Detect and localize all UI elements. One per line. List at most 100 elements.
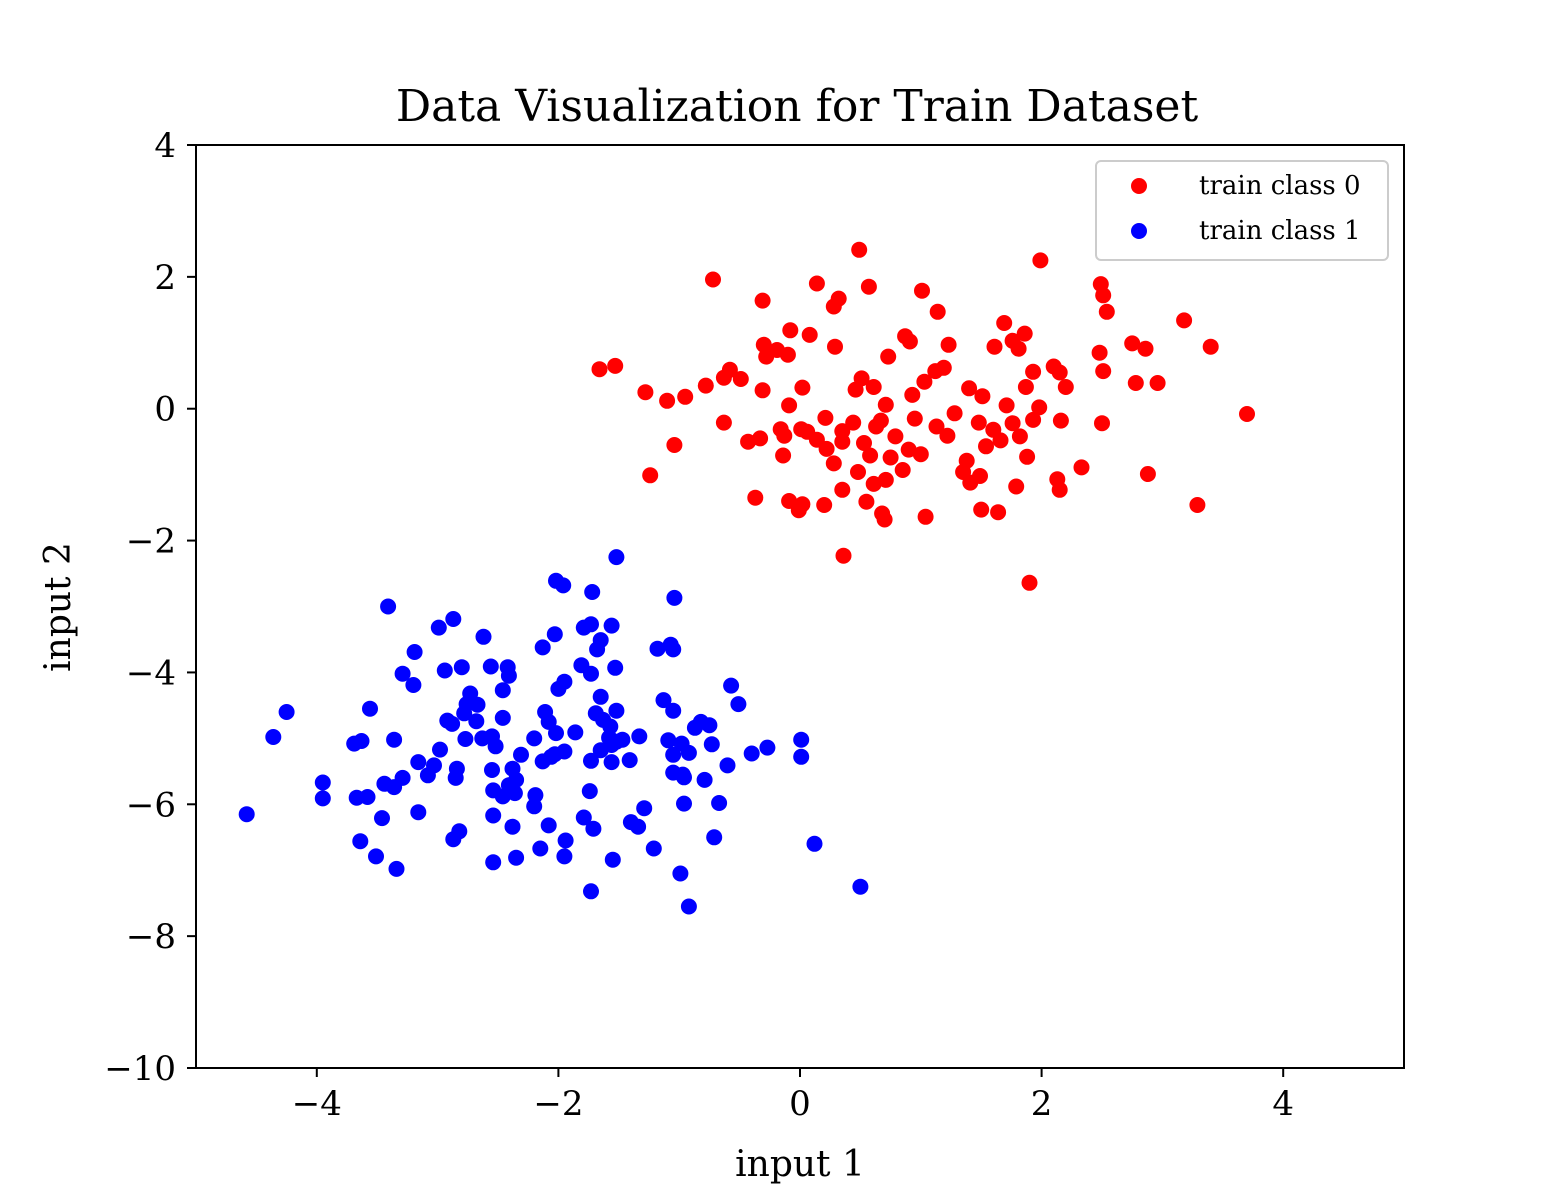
data-point-class-0 [972, 468, 988, 484]
legend-marker-class-0 [1131, 178, 1147, 194]
data-point-class-1 [500, 667, 517, 684]
data-point-class-1 [526, 730, 543, 747]
data-point-class-0 [1049, 471, 1066, 488]
x-tick-label: 0 [789, 1084, 811, 1124]
data-point-class-1 [567, 724, 584, 741]
data-point-class-1 [703, 736, 720, 753]
data-point-class-0 [1091, 344, 1108, 361]
legend: train class 0 train class 1 [1095, 160, 1389, 261]
data-point-class-1 [504, 818, 521, 835]
data-point-class-1 [534, 639, 551, 656]
data-point-class-0 [1057, 379, 1074, 395]
y-tick-label: 4 [154, 126, 176, 166]
data-point-class-1 [583, 665, 599, 682]
data-point-class-1 [447, 769, 464, 786]
data-point-class-0 [801, 326, 818, 343]
data-point-class-1 [603, 617, 620, 634]
data-point-class-0 [818, 440, 835, 457]
data-point-class-0 [1137, 340, 1154, 357]
data-point-class-0 [856, 435, 872, 451]
data-point-class-0 [880, 348, 897, 365]
data-point-class-0 [747, 489, 764, 506]
data-point-class-0 [1095, 363, 1112, 380]
data-point-class-1 [649, 640, 666, 657]
data-point-class-1 [359, 789, 376, 805]
data-point-class-0 [940, 336, 957, 353]
data-point-class-0 [1052, 412, 1069, 429]
data-point-class-1 [584, 584, 601, 600]
data-point-class-0 [894, 462, 911, 478]
data-point-class-1 [701, 717, 718, 734]
data-point-class-0 [986, 338, 1003, 355]
data-point-class-1 [556, 743, 573, 760]
data-point-class-1 [362, 700, 378, 717]
data-point-class-0 [906, 410, 923, 427]
data-point-class-1 [604, 851, 621, 868]
data-point-class-0 [917, 508, 934, 525]
data-point-class-0 [1016, 325, 1033, 342]
data-point-class-0 [1124, 335, 1141, 352]
data-point-class-0 [887, 428, 904, 445]
data-point-class-0 [1095, 287, 1112, 304]
data-point-class-0 [794, 496, 811, 513]
data-point-class-1 [410, 804, 427, 821]
data-point-class-1 [484, 762, 500, 778]
data-point-class-1 [575, 619, 592, 636]
data-point-class-1 [603, 754, 620, 771]
data-point-class-0 [1025, 411, 1042, 428]
data-point-class-0 [929, 303, 946, 320]
data-point-class-1 [532, 840, 549, 857]
data-point-class-0 [816, 497, 833, 513]
x-tick-label: 4 [1272, 1084, 1294, 1124]
data-point-class-1 [487, 738, 504, 755]
data-point-class-0 [705, 271, 721, 288]
data-point-class-0 [591, 361, 608, 378]
data-point-class-1 [723, 677, 740, 694]
data-point-class-0 [752, 430, 769, 447]
data-point-class-0 [900, 441, 917, 458]
data-point-class-1 [660, 732, 677, 749]
data-point-class-1 [630, 818, 647, 835]
data-point-class-1 [457, 731, 474, 747]
data-point-class-0 [961, 380, 978, 397]
data-point-class-1 [278, 704, 295, 720]
data-point-class-0 [775, 447, 792, 464]
data-point-class-0 [974, 388, 991, 405]
data-point-class-1 [665, 746, 682, 763]
data-point-class-1 [374, 810, 390, 827]
data-point-class-1 [388, 860, 405, 877]
data-point-class-1 [636, 800, 653, 817]
x-axis-label: input 1 [735, 1144, 865, 1185]
data-point-class-1 [444, 715, 461, 732]
data-point-class-1 [508, 849, 525, 866]
data-point-class-1 [589, 641, 606, 658]
data-point-class-1 [436, 662, 453, 679]
data-point-class-1 [555, 577, 572, 594]
data-point-class-1 [526, 798, 543, 815]
x-tick-label: 2 [1031, 1084, 1053, 1124]
data-point-class-1 [607, 659, 624, 676]
data-point-class-0 [1094, 415, 1110, 432]
data-point-class-1 [546, 626, 563, 643]
data-point-class-0 [754, 382, 771, 399]
data-point-class-0 [1019, 448, 1036, 465]
data-point-class-0 [659, 392, 676, 409]
data-point-class-0 [904, 386, 921, 403]
data-point-class-0 [834, 481, 851, 498]
data-point-class-0 [850, 464, 866, 480]
data-point-class-0 [835, 547, 852, 564]
data-point-class-1 [666, 589, 683, 606]
data-point-class-1 [676, 795, 692, 812]
data-point-class-0 [1021, 574, 1038, 591]
data-point-class-1 [585, 820, 602, 837]
data-point-class-1 [672, 865, 689, 882]
data-point-class-1 [676, 769, 692, 786]
data-point-class-0 [876, 511, 893, 528]
data-point-class-0 [851, 241, 868, 258]
data-point-class-1 [406, 644, 423, 660]
x-tick-label: −2 [533, 1084, 583, 1124]
y-tick-label: 2 [154, 258, 176, 298]
data-point-class-0 [978, 438, 994, 455]
data-point-class-1 [645, 840, 662, 857]
data-point-class-0 [1032, 252, 1049, 269]
